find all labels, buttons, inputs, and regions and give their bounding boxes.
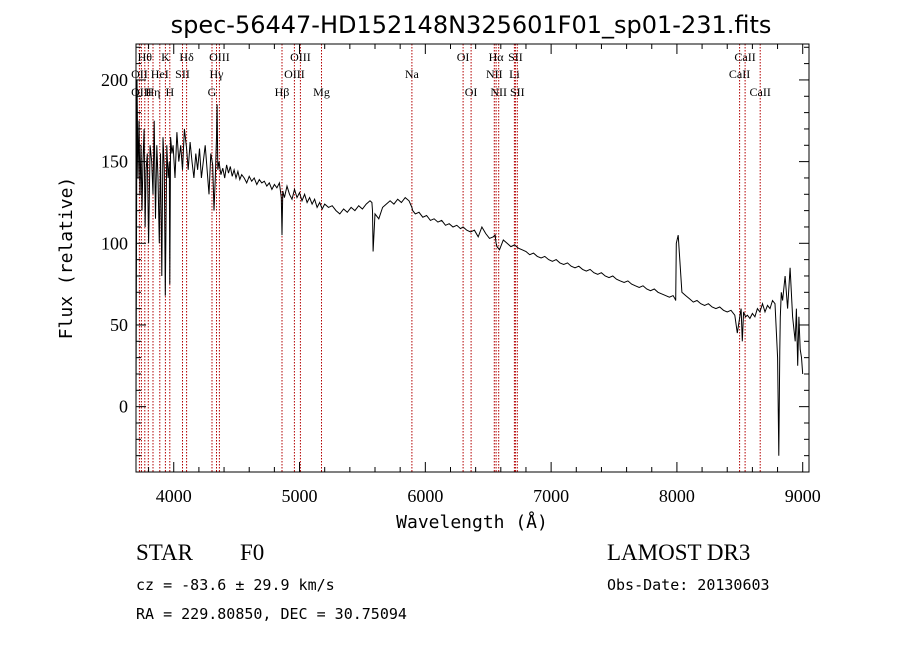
line-label: Mg	[313, 85, 330, 99]
line-label: H	[165, 85, 174, 99]
y-tick-label: 50	[110, 315, 128, 335]
plot-frame	[135, 43, 810, 473]
y-tick-label: 200	[101, 70, 128, 90]
spectral-subclass: F0	[240, 540, 264, 565]
marker-lines	[138, 44, 761, 472]
line-label: NII	[486, 67, 503, 81]
y-tick-label: 0	[119, 397, 128, 417]
chart-title: spec-56447-HD152148N325601F01_sp01-231.f…	[171, 11, 772, 39]
line-label: Hθ	[138, 50, 153, 64]
x-axis-label: Wavelength (Å)	[396, 511, 548, 533]
x-tick-label: 8000	[659, 486, 695, 506]
flux-series-line	[135, 79, 804, 456]
y-tick-label: 100	[101, 233, 128, 253]
line-label: G	[208, 85, 217, 99]
line-label: OI	[465, 85, 478, 99]
y-tick-label: 150	[101, 152, 128, 172]
line-label: Hη	[146, 85, 161, 99]
line-label: Li	[509, 67, 520, 81]
line-label: K	[161, 50, 170, 64]
observation-date: Obs-Date: 20130603	[607, 576, 770, 594]
line-label: OI	[457, 50, 470, 64]
line-label: Hδ	[179, 50, 194, 64]
x-tick-label: 9000	[785, 486, 821, 506]
line-label: Hα	[489, 50, 505, 64]
line-label: Na	[405, 67, 420, 81]
line-label: CaII	[734, 50, 755, 64]
line-label: HeI	[151, 67, 169, 81]
line-label: CaII	[729, 67, 750, 81]
y-axis-label: Flux (relative)	[56, 177, 77, 340]
x-tick-label: 7000	[533, 486, 569, 506]
x-tick-label: 4000	[156, 486, 192, 506]
line-label: Hβ	[275, 85, 290, 99]
line-label: OIII	[284, 67, 305, 81]
line-label: SII	[510, 85, 525, 99]
line-label: SII	[175, 67, 190, 81]
x-axis-ticks: 4000 5000 6000 7000 8000 9000	[148, 44, 821, 506]
line-label: OIII	[209, 50, 230, 64]
survey-name: LAMOST DR3	[607, 540, 750, 565]
x-tick-label: 6000	[407, 486, 443, 506]
ra-dec-coordinates: RA = 229.80850, DEC = 30.75094	[136, 605, 407, 623]
x-tick-label: 5000	[282, 486, 318, 506]
line-label: OIII	[290, 50, 311, 64]
line-label: Hγ	[210, 67, 225, 81]
line-label: CaII	[750, 85, 771, 99]
line-label: NII	[490, 85, 507, 99]
object-type: STAR	[136, 540, 194, 565]
redshift-cz: cz = -83.6 ± 29.9 km/s	[136, 576, 335, 594]
line-label: SII	[508, 50, 523, 64]
y-axis-ticks: 0 50 100 150 200	[101, 46, 809, 457]
line-label: OII	[131, 67, 148, 81]
